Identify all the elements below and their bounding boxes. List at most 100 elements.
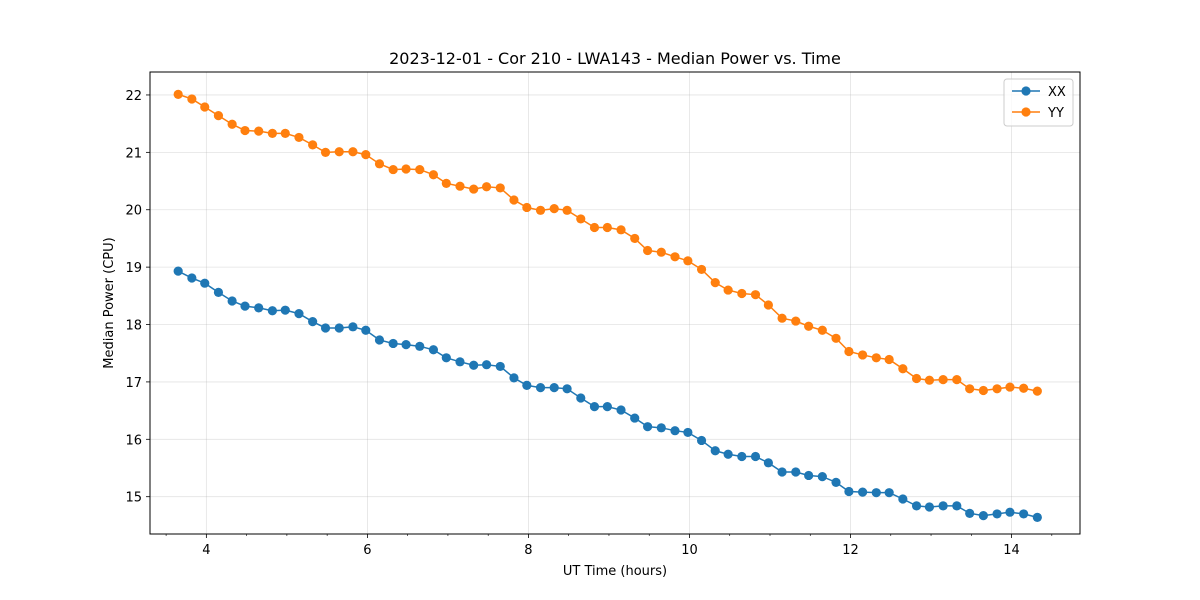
data-point-yy: [978, 385, 988, 396]
data-point-xx: [401, 340, 411, 350]
data-point-yy: [602, 222, 612, 233]
data-point-yy: [884, 354, 894, 365]
data-point-yy: [334, 147, 344, 157]
legend-marker: [1021, 86, 1031, 96]
data-point-yy: [1005, 382, 1015, 392]
data-point-yy: [481, 182, 492, 192]
data-point-yy: [817, 325, 827, 335]
y-tick-label: 18: [125, 319, 142, 334]
data-point-xx: [750, 451, 761, 462]
data-point-yy: [267, 128, 277, 139]
y-tick-label: 16: [125, 433, 142, 448]
data-point-yy: [992, 384, 1002, 394]
data-point-yy: [562, 205, 572, 215]
x-axis-label: UT Time (hours): [563, 564, 667, 579]
data-point-xx: [710, 446, 720, 456]
data-point-yy: [911, 373, 922, 384]
data-point-yy: [374, 159, 385, 169]
data-point-yy: [308, 140, 318, 150]
data-point-xx: [200, 278, 210, 288]
data-point-yy: [294, 132, 304, 143]
y-tick-label: 15: [125, 491, 142, 506]
data-point-yy: [509, 195, 519, 205]
data-point-xx: [522, 380, 532, 390]
plot-frame: [149, 71, 1081, 535]
data-point-xx: [1005, 507, 1015, 517]
data-point-yy: [240, 125, 250, 136]
chart-title: 2023-12-01 - Cor 210 - LWA143 - Median P…: [389, 49, 841, 68]
data-point-yy: [549, 203, 559, 214]
data-point-yy: [280, 128, 290, 139]
legend-item-xx: XX: [1012, 85, 1066, 100]
y-axis-label: Median Power (CPU): [102, 237, 117, 368]
data-point-yy: [187, 94, 197, 104]
data-point-xx: [777, 467, 787, 477]
legend-item-yy: YY: [1012, 106, 1064, 121]
data-point-xx: [791, 467, 801, 477]
data-point-xx: [280, 305, 290, 315]
data-point-yy: [320, 147, 331, 157]
data-point-yy: [469, 184, 479, 194]
data-point-xx: [348, 322, 358, 332]
data-point-yy: [656, 247, 666, 257]
x-tick-label: 4: [202, 543, 210, 558]
data-point-yy: [723, 285, 733, 295]
data-point-xx: [857, 487, 868, 497]
x-tick-label: 8: [524, 543, 532, 558]
data-point-xx: [643, 422, 653, 432]
data-point-xx: [240, 301, 250, 311]
data-point-yy: [737, 288, 747, 299]
legend-label: XX: [1048, 85, 1066, 100]
data-point-xx: [334, 323, 344, 333]
data-point-yy: [428, 170, 439, 180]
data-point-xx: [481, 360, 492, 370]
data-point-xx: [670, 426, 680, 436]
legend-marker: [1021, 107, 1031, 117]
data-point-xx: [1019, 509, 1029, 519]
data-point-xx: [616, 405, 626, 415]
data-point-yy: [361, 150, 371, 160]
data-point-yy: [589, 222, 600, 233]
y-tick-label: 19: [125, 261, 142, 276]
data-point-xx: [428, 345, 439, 355]
data-point-yy: [952, 375, 962, 385]
data-point-yy: [791, 316, 801, 326]
data-point-yy: [804, 321, 814, 331]
data-point-xx: [320, 323, 331, 333]
data-point-xx: [844, 486, 854, 497]
series-xx: [173, 266, 1042, 522]
data-point-yy: [710, 278, 720, 288]
data-point-xx: [938, 501, 948, 511]
data-point-xx: [562, 384, 572, 394]
data-point-xx: [898, 494, 908, 504]
data-point-yy: [643, 245, 653, 256]
data-point-xx: [992, 509, 1002, 519]
data-point-yy: [670, 252, 680, 262]
data-point-yy: [455, 181, 465, 191]
data-point-yy: [898, 364, 908, 374]
data-point-xx: [924, 502, 935, 512]
data-point-xx: [254, 303, 264, 313]
data-point-xx: [737, 451, 747, 462]
data-point-yy: [200, 102, 210, 112]
data-point-xx: [361, 325, 371, 335]
data-point-xx: [549, 383, 559, 393]
y-tick-label: 21: [125, 146, 142, 161]
data-point-yy: [535, 205, 546, 215]
data-point-xx: [817, 472, 827, 482]
legend-label: YY: [1047, 106, 1064, 121]
data-point-xx: [696, 435, 707, 446]
data-point-xx: [602, 401, 612, 412]
data-point-yy: [401, 164, 411, 174]
data-point-xx: [374, 335, 385, 345]
data-point-xx: [952, 501, 962, 511]
data-point-xx: [173, 266, 183, 276]
data-point-xx: [455, 357, 465, 367]
data-point-yy: [348, 147, 358, 157]
data-point-xx: [576, 393, 586, 403]
data-point-xx: [267, 306, 277, 316]
data-point-yy: [763, 300, 773, 310]
data-point-yy: [844, 346, 854, 357]
data-point-yy: [616, 225, 626, 235]
